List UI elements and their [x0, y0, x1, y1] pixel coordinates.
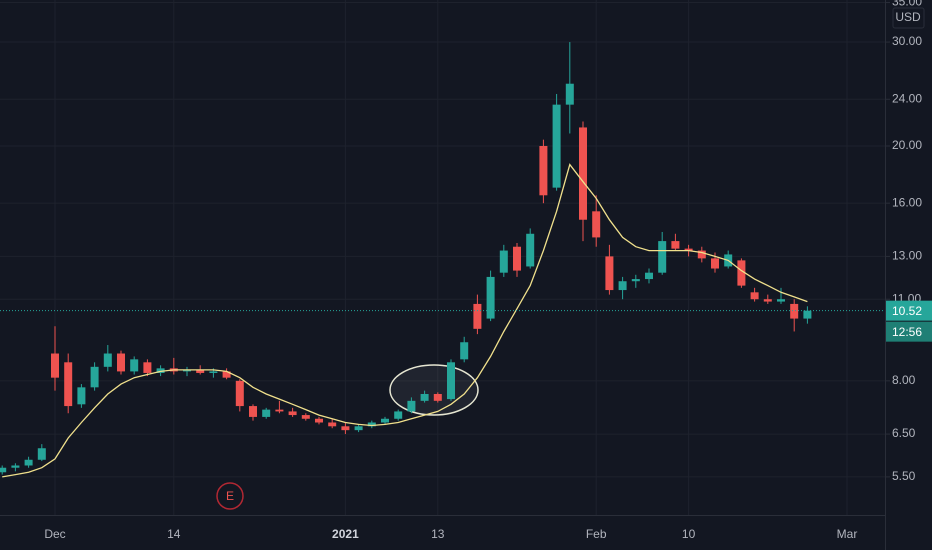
ellipse-annotation: [389, 364, 479, 416]
candle-body: [328, 422, 337, 427]
y-tick-label: 16.00: [892, 195, 922, 209]
candle-body: [447, 362, 455, 400]
candle-body: [156, 368, 165, 373]
candle-body: [565, 83, 574, 105]
candle-body: [711, 258, 719, 269]
currency: USD: [895, 10, 921, 24]
candle-body: [381, 418, 389, 423]
candle-body: [513, 246, 521, 271]
candle-body: [103, 353, 112, 367]
candle-body: [473, 303, 482, 329]
y-tick-label: 6.50: [892, 426, 916, 440]
candle-body: [143, 362, 152, 373]
currency-box[interactable]: [892, 7, 925, 29]
x-tick-label: Mar: [837, 527, 858, 541]
x-tick-label: 10: [682, 527, 696, 541]
y-tick-label: 20.00: [892, 138, 922, 152]
candle-body: [671, 241, 680, 249]
candle-body: [117, 353, 125, 372]
candle-body: [777, 299, 785, 302]
candle-body: [37, 448, 46, 460]
candle-body: [183, 369, 191, 372]
candle-body: [11, 465, 20, 468]
candle-body: [209, 371, 218, 373]
countdown-box: [886, 321, 932, 342]
candle-body: [249, 406, 257, 417]
candle-body: [420, 393, 429, 401]
candle-body: [51, 353, 59, 378]
y-tick-label: 24.00: [892, 91, 922, 105]
y-tick-label: 30.00: [892, 34, 922, 48]
y-tick-label: 5.50: [892, 469, 916, 483]
x-tick-label: 2021: [332, 527, 359, 541]
countdown-label: 12:56: [892, 325, 922, 339]
candle-body: [499, 250, 508, 273]
candle-body: [0, 467, 7, 473]
candle-body: [750, 292, 759, 300]
candle-body: [737, 260, 746, 286]
candle-body: [407, 400, 416, 412]
candle-body: [90, 366, 99, 388]
candle-body: [367, 422, 376, 427]
y-tick-label: 35.00: [892, 0, 922, 9]
candle-body: [684, 248, 693, 251]
candle-body: [552, 104, 561, 188]
candle-body: [526, 233, 535, 267]
candle-body: [460, 342, 469, 360]
candle-body: [341, 426, 350, 431]
plot: [0, 42, 886, 478]
candle-body: [658, 241, 667, 273]
candle-body: [803, 310, 812, 319]
candle-body: [433, 393, 442, 401]
candle-body: [486, 276, 495, 319]
y-tick-label: 8.00: [892, 373, 916, 387]
last-price-label: 10.52: [892, 304, 922, 318]
candle-body: [64, 362, 73, 407]
candle-body: [579, 127, 587, 220]
candle-body: [631, 279, 640, 282]
event-marker[interactable]: [216, 482, 244, 510]
candle-body: [763, 299, 772, 302]
candle-body: [24, 459, 33, 466]
candle-body: [605, 256, 614, 291]
candle-body: [77, 387, 86, 405]
candle-body: [288, 411, 297, 416]
candle-body: [262, 409, 271, 417]
event-label: E: [226, 489, 234, 503]
candle-body: [697, 250, 706, 259]
candle-body: [354, 426, 363, 431]
candle-body: [592, 211, 601, 238]
moving-average: [2, 163, 808, 478]
candle-body: [301, 415, 310, 419]
candle-body: [790, 303, 799, 319]
candle-body: [222, 371, 231, 378]
candle-body: [275, 409, 284, 412]
candle-body: [315, 418, 323, 423]
x-tick-label: 14: [167, 527, 181, 541]
last-price-box: [886, 300, 932, 321]
candle-body: [130, 359, 139, 372]
candle-body: [394, 411, 403, 419]
candle-body: [235, 380, 244, 407]
candle-body: [539, 145, 548, 196]
axis: 5.506.508.0011.0013.0016.0020.0024.0030.…: [44, 0, 932, 541]
x-tick-label: Feb: [586, 527, 607, 541]
candle-body: [618, 281, 627, 291]
x-tick-label: 13: [431, 527, 445, 541]
y-tick-label: 13.00: [892, 249, 922, 263]
x-tick-label: Dec: [44, 527, 65, 541]
candle-body: [196, 369, 205, 373]
candle-body: [645, 272, 653, 280]
